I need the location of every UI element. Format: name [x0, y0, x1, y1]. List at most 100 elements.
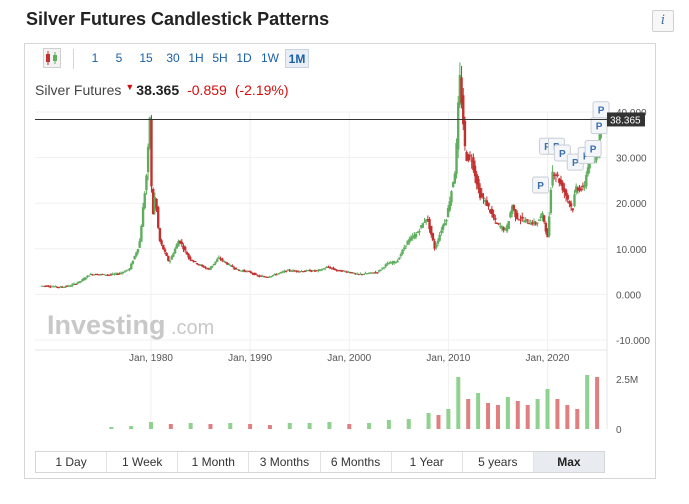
pattern-marker-label: P: [572, 158, 579, 169]
candlestick-icon[interactable]: [43, 48, 61, 68]
candle-body: [317, 269, 320, 272]
candle-body: [364, 273, 367, 275]
candle-body: [409, 237, 413, 241]
candle-body: [163, 249, 167, 252]
candle-body: [92, 274, 96, 276]
toolbar-divider: [73, 49, 74, 69]
candle-body: [526, 219, 529, 221]
candle-body: [446, 208, 450, 218]
candle-body: [49, 286, 52, 288]
pattern-marker[interactable]: P: [592, 101, 610, 119]
range-1-month-button[interactable]: 1 Month: [178, 452, 250, 472]
pattern-marker-label: P: [598, 106, 605, 117]
timeframe-5-button[interactable]: 5: [115, 51, 123, 65]
timeframe-1d-button[interactable]: 1D: [236, 51, 252, 65]
candle-body: [502, 227, 505, 231]
candle-body: [325, 267, 328, 269]
current-price-label: 38.365: [610, 115, 641, 126]
candle-body: [54, 286, 57, 288]
candle-body: [202, 266, 205, 268]
range-1-year-button[interactable]: 1 Year: [392, 452, 463, 472]
candle-body: [236, 268, 239, 270]
candle-body: [369, 272, 372, 274]
candle-body: [398, 258, 401, 260]
candle-body: [426, 219, 430, 221]
candle-body: [303, 271, 307, 273]
candlestick-chart[interactable]: Investing .com PPPPPPPPP 40.00030.00020.…: [25, 44, 655, 444]
timeframe-1h-button[interactable]: 1H: [188, 51, 204, 65]
candle-body: [234, 267, 237, 270]
plot-grid: [35, 111, 608, 429]
candle-body: [89, 273, 93, 275]
timeframe-30-button[interactable]: 30: [166, 51, 180, 65]
candle-body: [554, 174, 558, 176]
candle-body: [542, 215, 546, 222]
candle-body: [232, 267, 236, 269]
candle-body: [160, 240, 163, 245]
candle-body: [298, 271, 301, 273]
candle-body: [205, 268, 209, 270]
range-1-week-button[interactable]: 1 Week: [107, 452, 179, 472]
candle-body: [483, 199, 487, 202]
volume-bar: [436, 415, 441, 429]
candle-body: [568, 201, 571, 204]
candle-body: [101, 274, 104, 276]
candle-body: [278, 272, 281, 274]
candle-body: [497, 223, 500, 225]
candle-body: [355, 273, 359, 275]
timeframe-5h-button[interactable]: 5H: [212, 51, 228, 65]
candle-body: [280, 271, 283, 273]
candle-body: [69, 285, 72, 287]
candle-body: [249, 271, 253, 274]
candle-body: [259, 275, 263, 277]
timeframe-1w-button[interactable]: 1W: [261, 51, 279, 65]
info-icon[interactable]: i: [652, 10, 674, 32]
candle-body: [485, 200, 489, 206]
candle-body: [521, 216, 524, 219]
candle-body: [177, 241, 180, 247]
candle-body: [372, 272, 376, 274]
volume-bar: [495, 405, 500, 429]
candle-body: [131, 260, 135, 264]
range-3-months-button[interactable]: 3 Months: [249, 452, 321, 472]
candle-body: [79, 281, 82, 283]
timeframe-15-button[interactable]: 15: [139, 51, 153, 65]
pattern-marker[interactable]: P: [584, 139, 602, 157]
pattern-marker[interactable]: P: [590, 117, 608, 135]
candle-body: [305, 270, 308, 272]
y-tick-label: -10.000: [616, 336, 650, 347]
timeframe-1m-button[interactable]: 1M: [285, 49, 309, 68]
volume-bar: [525, 405, 530, 429]
candle-body: [98, 274, 101, 276]
candle-body: [94, 273, 98, 275]
candle-body: [580, 189, 583, 191]
range-1-day-button[interactable]: 1 Day: [36, 452, 108, 472]
candle-body: [170, 256, 173, 260]
range-5-years-button[interactable]: 5 years: [463, 452, 534, 472]
candle-body: [507, 221, 510, 230]
candle-body: [494, 217, 497, 220]
range-max-button[interactable]: Max: [533, 452, 604, 472]
candle-body: [74, 284, 77, 286]
candle-body: [492, 213, 495, 218]
volume-bar: [426, 413, 431, 429]
candle-body: [226, 262, 229, 265]
candle-body: [564, 189, 568, 196]
candle-body: [187, 253, 190, 258]
candle-body: [253, 272, 256, 275]
candle-body: [413, 234, 416, 239]
candle-body: [271, 275, 275, 277]
volume-bar: [188, 423, 193, 429]
candle-body: [47, 285, 50, 287]
candle-body: [458, 74, 462, 105]
candle-body: [130, 263, 133, 269]
y-tick-label: 20.000: [616, 199, 647, 210]
candle-body: [153, 197, 157, 211]
pattern-marker[interactable]: P: [553, 144, 571, 162]
candle-body: [541, 212, 544, 219]
pattern-marker[interactable]: P: [532, 176, 550, 194]
timeframe-1-button[interactable]: 1: [91, 51, 99, 65]
volume-bar: [347, 424, 352, 429]
candle-body: [76, 282, 79, 284]
range-6-months-button[interactable]: 6 Months: [321, 452, 392, 472]
